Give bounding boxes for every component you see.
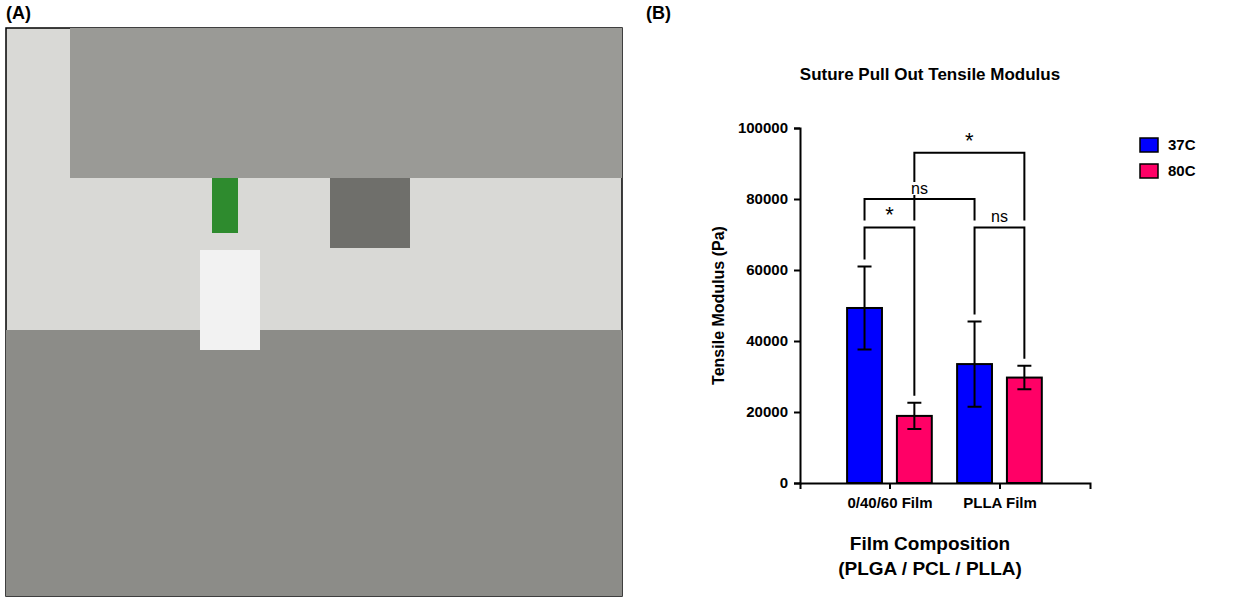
- x-axis-title: Film Composition: [850, 533, 1010, 554]
- x-axis: 0/40/60 Film PLLA Film: [801, 483, 1091, 511]
- x-tick-label: 0/40/60 Film: [847, 494, 932, 511]
- error-bar: [1017, 366, 1031, 389]
- bar: [1007, 378, 1042, 483]
- y-axis: 0 20000 40000 60000 80000 100000: [738, 119, 801, 491]
- legend-label: 80C: [1168, 162, 1196, 179]
- photo-shape: [6, 330, 622, 596]
- significance-brackets: [865, 153, 1025, 396]
- plot-marks: [847, 266, 1042, 483]
- y-tick-mark: [794, 199, 800, 201]
- significance-bracket: [865, 199, 975, 220]
- bar-series: [897, 366, 1042, 483]
- significance-bracket: [865, 227, 915, 395]
- y-tick-mark: [794, 341, 800, 343]
- legend-entry: 37C: [1140, 136, 1196, 153]
- legend-swatch: [1140, 164, 1158, 178]
- chart-title: Suture Pull Out Tensile Modulus: [800, 65, 1060, 84]
- bar-series: [847, 266, 992, 483]
- y-tick: 40000: [746, 332, 800, 349]
- y-tick-label: 40000: [746, 332, 788, 349]
- legend-swatch: [1140, 138, 1158, 152]
- x-axis-title: (PLGA / PCL / PLLA): [838, 558, 1022, 579]
- y-tick: 20000: [746, 403, 800, 420]
- legend: 37C 80C: [1140, 136, 1196, 179]
- photo-shape: [70, 28, 622, 178]
- y-tick-mark: [794, 128, 800, 130]
- y-tick-mark: [794, 412, 800, 414]
- x-tick: PLLA Film: [963, 483, 1037, 511]
- photo-frame: [6, 28, 622, 596]
- y-tick-label: 60000: [746, 261, 788, 278]
- panel-label: (B): [646, 3, 671, 23]
- y-tick-label: 0: [780, 474, 788, 491]
- y-axis-title: Tensile Modulus (Pa): [710, 226, 727, 385]
- significance-label: *: [885, 202, 894, 227]
- y-axis-line: [794, 129, 801, 484]
- x-tick: 0/40/60 Film: [847, 483, 932, 511]
- y-tick: 100000: [738, 119, 800, 136]
- figure: (A) (B) Suture Pull Out Tensile Modulus 0 20…: [0, 0, 1238, 602]
- significance-label: *: [965, 128, 974, 153]
- x-tick-label: PLLA Film: [963, 494, 1037, 511]
- photo-placeholder: [6, 28, 622, 596]
- legend-label: 37C: [1168, 136, 1196, 153]
- legend-entry: 80C: [1140, 162, 1196, 179]
- y-tick-label: 20000: [746, 403, 788, 420]
- y-tick-label: 80000: [746, 190, 788, 207]
- error-bar: [858, 266, 872, 349]
- significance-label: ns: [911, 180, 928, 197]
- significance-label: ns: [991, 208, 1008, 225]
- y-tick-mark: [794, 270, 800, 272]
- error-bar: [907, 403, 921, 429]
- photo-shape: [212, 178, 238, 233]
- photo-shape: [200, 250, 260, 350]
- significance-labels: * ns ns *: [883, 128, 1010, 228]
- error-bar: [968, 321, 982, 406]
- x-tick-mark: [889, 483, 891, 489]
- y-tick: 60000: [746, 261, 800, 278]
- significance-bracket: [975, 227, 1025, 358]
- y-tick-mark: [794, 483, 800, 485]
- x-tick-mark: [999, 483, 1001, 489]
- x-axis-line: [801, 484, 1091, 490]
- y-tick: 80000: [746, 190, 800, 207]
- y-tick-label: 100000: [738, 119, 788, 136]
- photo-shape: [330, 178, 410, 248]
- panel-label: (A): [6, 3, 31, 23]
- y-tick: 0: [780, 474, 800, 491]
